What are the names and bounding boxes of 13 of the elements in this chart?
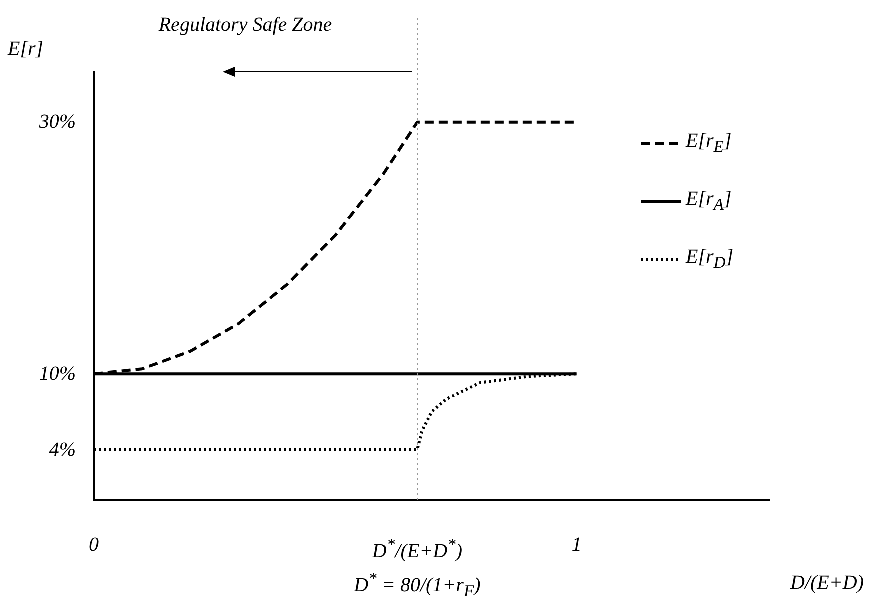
legend-label: E[r$_{E}$] [686, 130, 732, 158]
x-tick-label: 0 [89, 534, 99, 556]
text: Regulatory Safe Zone [158, 14, 332, 36]
legend-label: E[r$_{A}$] [686, 188, 732, 216]
legend-label: E[r$_{D}$] [686, 246, 734, 274]
y-axis-title: E[r] [8, 38, 44, 60]
y-tick-label: 10% [39, 363, 76, 386]
x-tick-label: 1 [572, 534, 582, 556]
text: D$^{*}$ = 80/(1+r$_{F}$) [354, 568, 481, 599]
x-axis-title: D/(E+D) [790, 572, 864, 594]
x-tick-label: D$^{*}$/(E+D$^{*}$) [372, 534, 463, 563]
y-tick-label: 4% [49, 438, 76, 461]
y-tick-label: 30% [39, 111, 76, 134]
